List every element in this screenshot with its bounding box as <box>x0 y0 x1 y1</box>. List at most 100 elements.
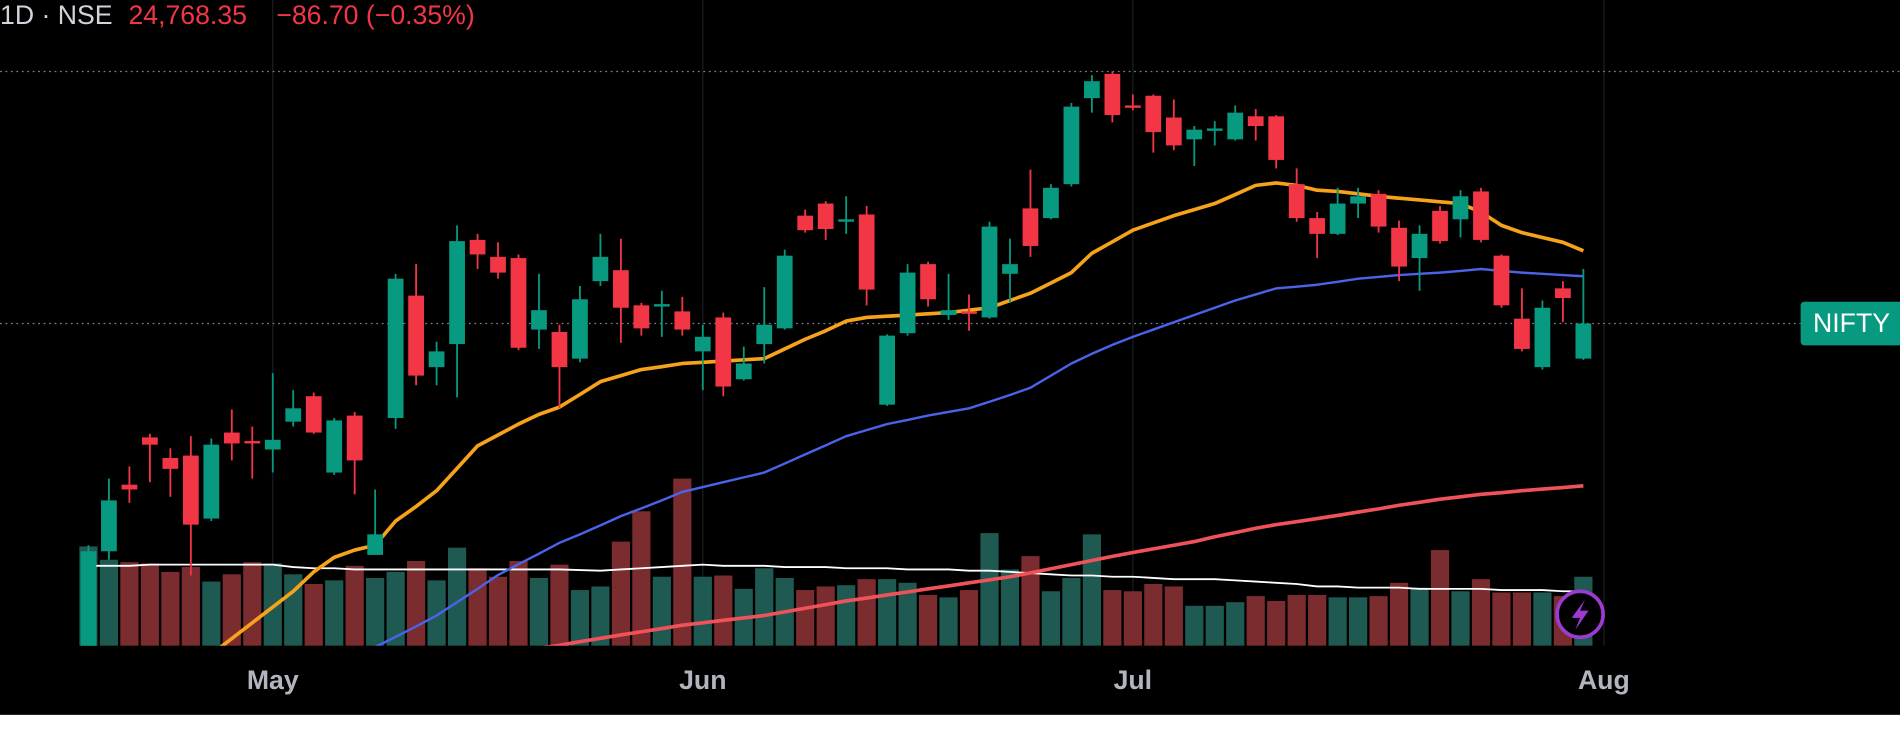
candle-body <box>1043 187 1059 219</box>
candle-body <box>715 317 732 387</box>
volume-bar <box>263 563 282 646</box>
candle-body <box>920 264 936 300</box>
volume-bar <box>325 580 344 646</box>
candle-body <box>1084 81 1100 99</box>
volume-bar <box>468 568 487 646</box>
candle-body <box>1227 112 1244 140</box>
candle-body <box>633 305 650 329</box>
candle-body <box>1309 218 1326 234</box>
volume-bar <box>632 511 651 646</box>
candle-body <box>1247 116 1264 127</box>
volume-bar <box>673 478 692 646</box>
candle-body <box>326 420 343 473</box>
volume-bar <box>898 582 917 646</box>
volume-bar <box>345 565 364 646</box>
candle-body <box>653 304 670 307</box>
candle-body <box>1555 288 1571 299</box>
candle-body <box>551 331 568 368</box>
x-tick-label: Jun <box>679 665 726 695</box>
overlay-lines <box>219 181 1585 646</box>
moving-average-line <box>543 484 1584 646</box>
candle-body <box>367 534 384 555</box>
volume-bar <box>1451 591 1470 646</box>
volume-bar <box>1226 602 1245 646</box>
replay-button[interactable] <box>1555 589 1605 640</box>
candle-body <box>899 272 916 334</box>
volume-bar <box>1041 591 1061 646</box>
moving-average-line <box>374 267 1584 646</box>
candle-body <box>162 457 179 469</box>
volume-bar <box>386 571 405 646</box>
volume-bar <box>1164 586 1183 646</box>
volume-bar <box>918 594 938 646</box>
volume-bar <box>1349 597 1368 646</box>
x-tick-label: Jul <box>1114 665 1153 695</box>
volume-bar <box>1410 587 1429 646</box>
candle-body <box>428 351 445 368</box>
volume-bar <box>1246 596 1265 646</box>
volume-bar <box>407 560 426 646</box>
candle-body <box>1124 105 1141 108</box>
candle-body <box>1514 318 1530 349</box>
symbol-label: NIFTY <box>1813 308 1890 338</box>
chart-title: 1D · NSE <box>0 0 113 30</box>
volume-bar <box>488 576 508 646</box>
candle-body <box>1493 255 1510 306</box>
volume-bar <box>1185 605 1204 646</box>
candle-body <box>469 239 486 255</box>
volume-bar <box>693 576 712 646</box>
volume-bar <box>1430 550 1450 646</box>
volume-bar <box>202 581 221 646</box>
volume-bar <box>611 541 630 646</box>
candle-body <box>223 432 240 444</box>
candle-body <box>981 226 998 318</box>
volume-bar <box>550 564 569 646</box>
candle-body <box>101 500 117 552</box>
candle-body <box>1206 128 1223 131</box>
candle-body <box>592 256 609 282</box>
volume-bar <box>161 571 180 646</box>
x-axis: May Jun Jul Aug <box>247 665 1630 695</box>
candle-body <box>1268 116 1285 160</box>
candle-body <box>1145 95 1162 133</box>
candle-body <box>1473 191 1489 240</box>
candle-body <box>121 484 138 490</box>
volume-bar <box>1308 594 1327 646</box>
volume-bar <box>1000 569 1020 646</box>
volume-bar <box>447 547 467 646</box>
volume-bar <box>1103 590 1122 646</box>
volume-bar <box>509 560 528 646</box>
candle-body <box>244 441 261 444</box>
candle-body <box>80 551 97 646</box>
candle-body <box>817 203 834 229</box>
volume-bar <box>1082 534 1101 646</box>
candle-body <box>1534 307 1551 368</box>
volume-bar <box>837 585 856 646</box>
volume-bar <box>755 568 774 646</box>
volume-bar <box>980 533 999 646</box>
candle-body <box>1104 73 1121 116</box>
candle-body <box>879 335 895 405</box>
volume-bar <box>1369 596 1388 646</box>
candle-body <box>346 415 363 461</box>
volume-bar <box>1144 584 1163 646</box>
volume-bar <box>1492 592 1511 646</box>
volume-bar <box>1123 591 1142 646</box>
volume-bar <box>1533 592 1552 646</box>
volume-bar <box>1205 605 1224 646</box>
volume-bar <box>304 584 323 646</box>
candle-body <box>490 256 506 273</box>
candle-body <box>797 215 814 231</box>
volume-bar <box>570 590 590 646</box>
volume-bar <box>1512 592 1532 646</box>
candle-body <box>1002 264 1018 274</box>
symbol-badge <box>1800 301 1900 346</box>
volume-bar <box>714 575 733 646</box>
volume-bar <box>878 579 897 646</box>
volume-bar <box>816 586 835 646</box>
volume-bar <box>1471 579 1491 646</box>
candle-body <box>735 363 752 380</box>
candle-body <box>408 295 424 376</box>
candle-body <box>1350 196 1366 204</box>
